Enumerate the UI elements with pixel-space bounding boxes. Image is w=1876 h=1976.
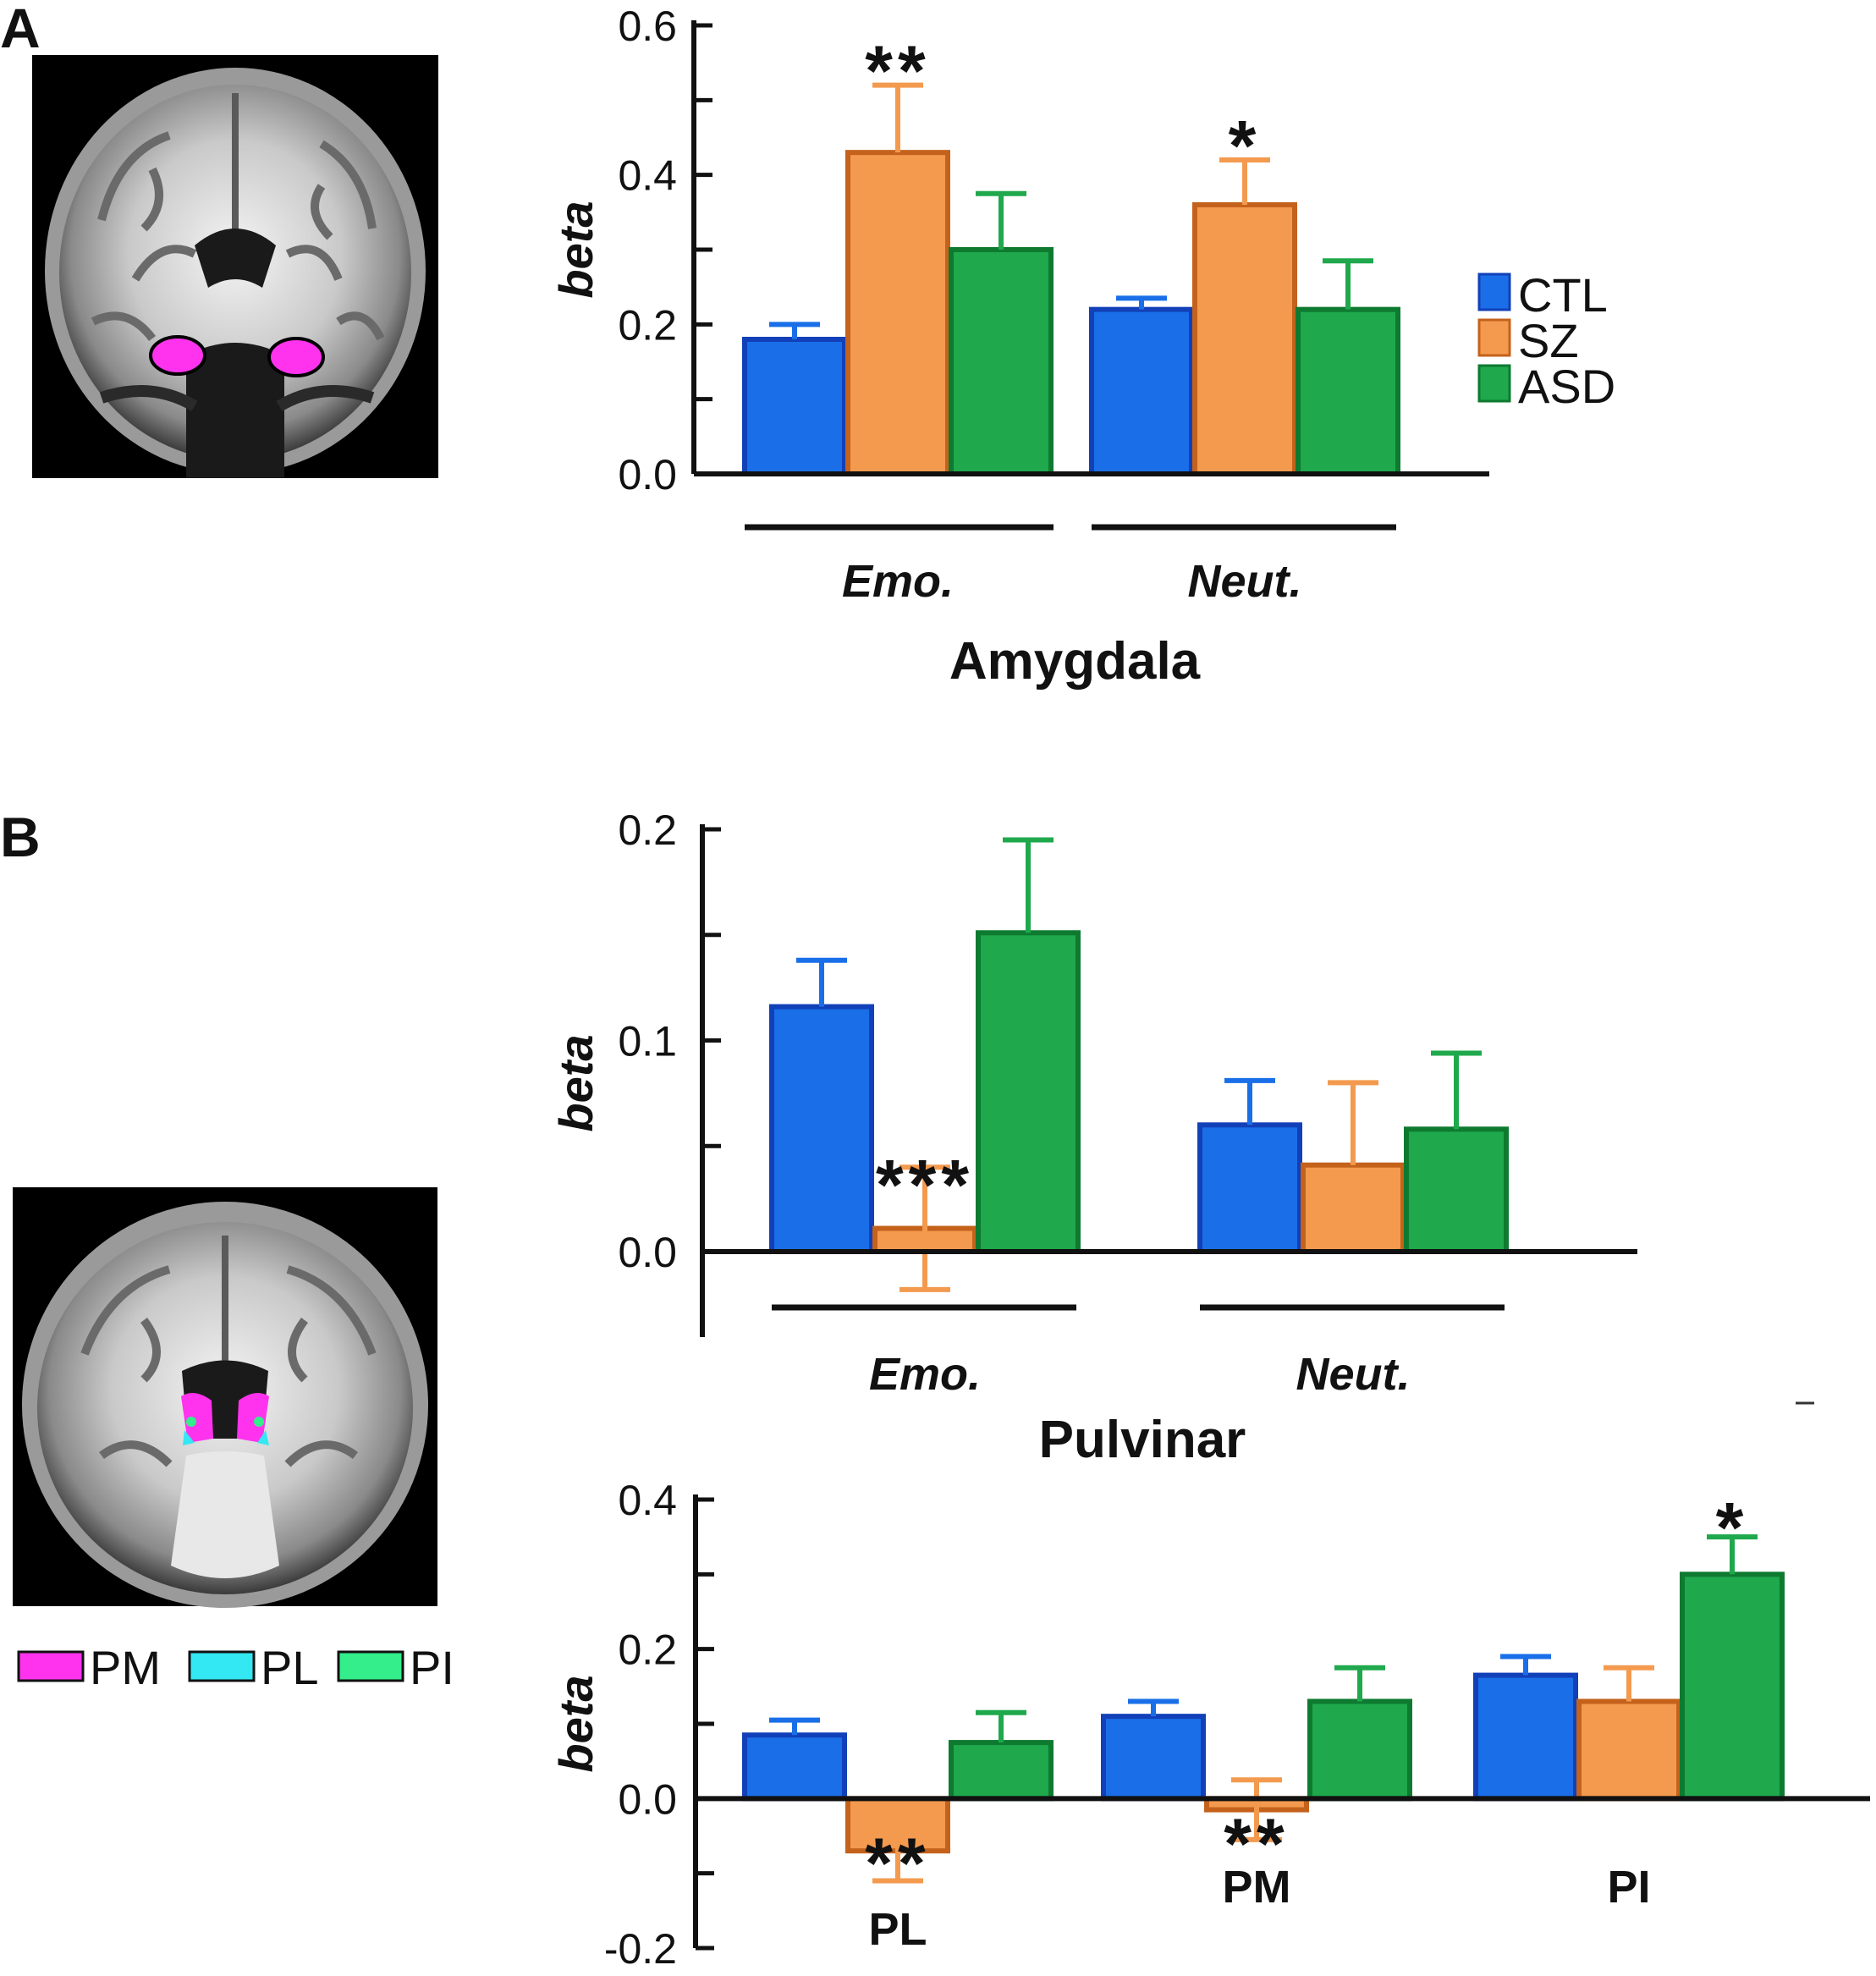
y-tick-label-0-2: 0.2 bbox=[618, 806, 677, 854]
bar-pm-asd bbox=[1307, 1698, 1412, 1802]
y-axis-label: beta bbox=[549, 201, 602, 298]
region-legend: PM PL PI bbox=[17, 1641, 454, 1694]
y-tick-label-0-4: 0.4 bbox=[618, 1477, 677, 1524]
bar-emo-asd bbox=[949, 247, 1054, 476]
legend-label-sz: SZ bbox=[1518, 314, 1579, 367]
significance-neut-sz: * bbox=[1229, 106, 1262, 185]
y-tick-label-0-0: 0.0 bbox=[618, 451, 677, 498]
legend-label-pi: PI bbox=[410, 1641, 454, 1694]
amygdala-right-highlight bbox=[267, 337, 325, 377]
legend-swatch-ctl bbox=[1477, 272, 1511, 311]
bar-pl-ctl bbox=[742, 1732, 847, 1802]
group-legend: CTL SZ ASD bbox=[1477, 268, 1615, 413]
y-tick-label-0-6: 0.6 bbox=[618, 3, 677, 50]
y-tick-label-0-4: 0.4 bbox=[618, 152, 677, 200]
y-axis-label: beta bbox=[549, 1034, 602, 1131]
bar-pi-sz bbox=[1576, 1698, 1681, 1802]
category-label-emo: Emo. bbox=[842, 556, 954, 607]
bar-emo-ctl bbox=[769, 1004, 874, 1254]
y-tick-label-0-0: 0.0 bbox=[618, 1229, 677, 1276]
category-label-pm: PM bbox=[1223, 1862, 1291, 1913]
legend-swatch-asd bbox=[1477, 364, 1511, 403]
bar-pl-asd bbox=[949, 1740, 1054, 1802]
legend-label-pm: PM bbox=[90, 1641, 161, 1694]
bar-neut-sz bbox=[1301, 1162, 1406, 1254]
bar-neut-asd bbox=[1296, 306, 1400, 476]
bar-neut-ctl bbox=[1089, 306, 1194, 476]
y-tick-label-0-2: 0.2 bbox=[618, 1626, 677, 1674]
legend-swatch-pi bbox=[337, 1650, 404, 1682]
chart-title-amygdala: Amygdala bbox=[949, 632, 1201, 691]
pulvinar-left-highlight bbox=[181, 1393, 213, 1443]
pulvinar-right-highlight bbox=[237, 1393, 269, 1443]
bar-pm-ctl bbox=[1101, 1714, 1206, 1802]
bar-neut-asd bbox=[1404, 1126, 1509, 1255]
legend-swatch-pl bbox=[188, 1650, 256, 1682]
significance-pl-sz: ** bbox=[865, 1823, 930, 1902]
category-label-pl: PL bbox=[868, 1904, 927, 1955]
category-label-neut: Neut. bbox=[1296, 1349, 1411, 1400]
significance-emo-sz: *** bbox=[876, 1145, 974, 1225]
bar-emo-asd bbox=[976, 930, 1081, 1254]
panel-letter-b: B bbox=[0, 806, 41, 868]
bar-pi-ctl bbox=[1473, 1672, 1578, 1802]
chart-pulvinar: 0.0 0.1 0.2 beta *** Emo. Neut. Pulvinar bbox=[549, 806, 1637, 1469]
y-axis-label: beta bbox=[549, 1675, 602, 1772]
bar-neut-ctl bbox=[1197, 1122, 1302, 1255]
legend-swatch-pm bbox=[17, 1650, 85, 1682]
category-label-neut: Neut. bbox=[1188, 556, 1302, 607]
bar-emo-ctl bbox=[742, 337, 847, 476]
brain-image-pulvinar bbox=[13, 1187, 437, 1608]
bar-pi-asd bbox=[1680, 1571, 1785, 1802]
brain-image-amygdala bbox=[32, 55, 438, 478]
category-label-pi: PI bbox=[1607, 1862, 1650, 1913]
y-tick-label-0-2: 0.2 bbox=[618, 301, 677, 349]
legend-label-pl: PL bbox=[261, 1641, 319, 1694]
bar-neut-sz bbox=[1192, 202, 1297, 476]
y-tick-label-0-0: 0.0 bbox=[618, 1775, 677, 1823]
category-label-emo: Emo. bbox=[869, 1349, 981, 1400]
significance-emo-sz: ** bbox=[865, 31, 930, 111]
y-tick-label-0-1: 0.1 bbox=[618, 1018, 677, 1065]
significance-pi-asd: * bbox=[1716, 1488, 1749, 1567]
panel-letter-a: A bbox=[0, 0, 41, 59]
legend-label-ctl: CTL bbox=[1518, 268, 1608, 322]
bar-emo-sz bbox=[845, 150, 950, 477]
legend-label-asd: ASD bbox=[1518, 360, 1615, 413]
chart-title-pulvinar: Pulvinar bbox=[1039, 1411, 1246, 1469]
legend-swatch-sz bbox=[1477, 318, 1511, 357]
significance-pm-sz: ** bbox=[1224, 1803, 1289, 1883]
amygdala-left-highlight bbox=[149, 335, 206, 376]
y-tick-label-0-2: -0.2 bbox=[604, 1925, 677, 1973]
